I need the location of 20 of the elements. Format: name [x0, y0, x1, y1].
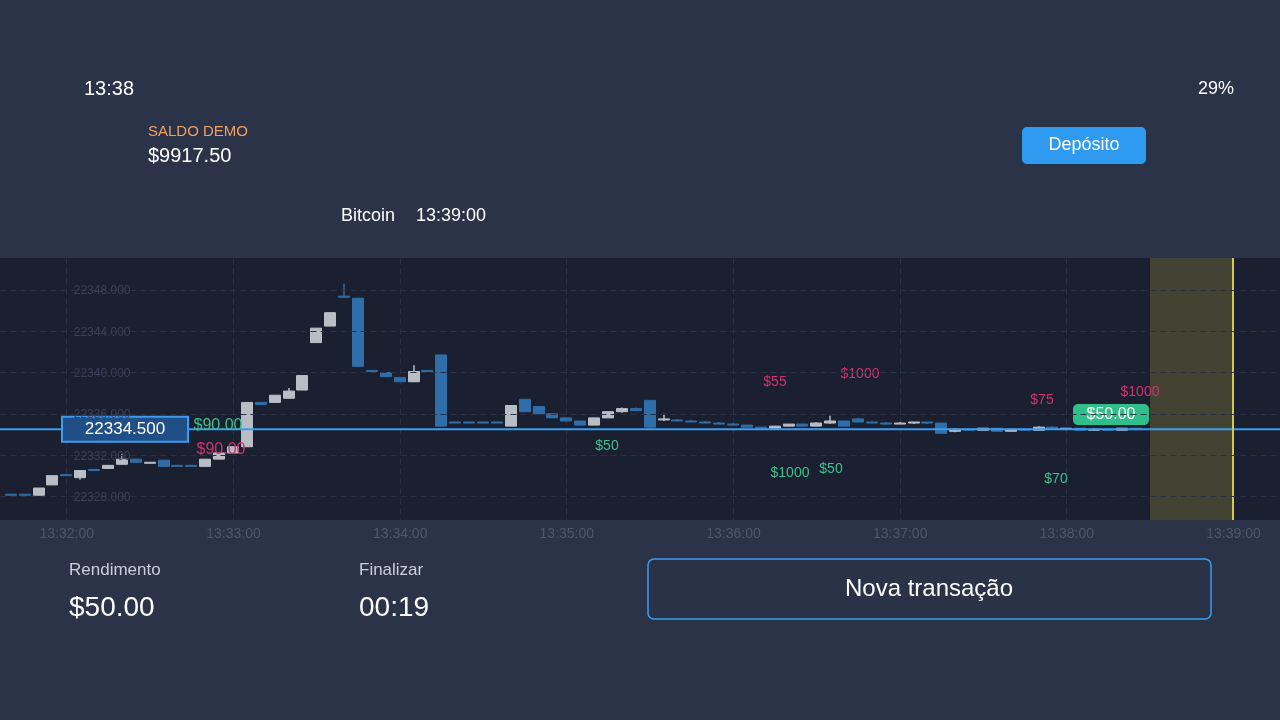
annotation: $50: [595, 437, 619, 453]
text: Nova transação: [844, 574, 1014, 601]
text: $50.00: [69, 591, 155, 622]
text: Rendimento: [69, 560, 161, 579]
text: $9917.50: [148, 144, 232, 166]
annotation: $1000: [1120, 383, 1160, 399]
text: 13:38: [84, 77, 135, 99]
annotation: $1000: [770, 464, 810, 480]
text: 29%: [1198, 78, 1235, 98]
text: 13:39:00: [416, 205, 487, 225]
ref-line-label: 22334.500: [84, 419, 166, 439]
text: 00:19: [359, 591, 430, 622]
annotation: $55: [763, 373, 787, 389]
annotation: $70: [1044, 470, 1068, 486]
text: SALDO DEMO: [148, 122, 249, 139]
text: Depósito: [1048, 134, 1120, 154]
text: Bitcoin: [341, 205, 396, 225]
text: Finalizar: [359, 560, 424, 579]
annotation: $50: [819, 460, 843, 476]
annotation: $75: [1030, 391, 1054, 407]
